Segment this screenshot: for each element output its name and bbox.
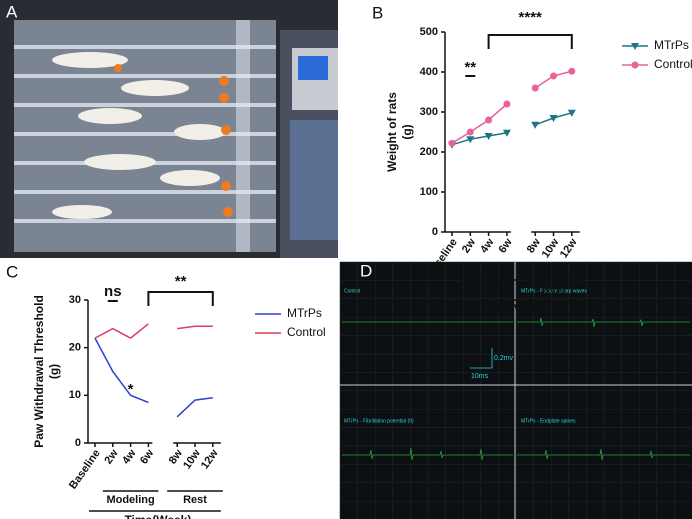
x-tick-label: 12w xyxy=(199,447,221,471)
series-line xyxy=(177,325,213,330)
x-axis-label: Time(Week) xyxy=(482,302,549,316)
group-label: Rest xyxy=(542,283,566,295)
legend-label: Control xyxy=(654,57,692,71)
panel-label: A xyxy=(6,2,18,21)
x-tick-label: 12w xyxy=(558,236,580,260)
series-line xyxy=(451,103,508,144)
legend-label: Control xyxy=(287,325,326,339)
legend-label: MTrPs xyxy=(654,38,689,52)
marker xyxy=(503,100,511,108)
legend-marker xyxy=(631,43,639,50)
y-tick-label: 400 xyxy=(420,66,438,78)
panel-label: D xyxy=(360,261,372,280)
x-tick-label: 6w xyxy=(496,236,515,255)
y-tick-label: 500 xyxy=(420,26,438,38)
trace-label: MTrPs - Endplate spines xyxy=(521,418,576,424)
x-tick-label: 2w xyxy=(460,236,479,255)
x-tick-label: 4w xyxy=(120,447,139,466)
marker xyxy=(485,116,493,124)
y-tick-label: 300 xyxy=(420,106,438,118)
y-tick-label: 0 xyxy=(432,226,438,238)
marker xyxy=(466,136,475,144)
marker xyxy=(448,139,456,147)
emg-screen xyxy=(339,261,692,519)
group-label: Modeling xyxy=(464,283,512,295)
sig-bracket xyxy=(147,291,214,306)
y-axis-label: (g) xyxy=(400,124,414,139)
x-tick-label: 2w xyxy=(102,447,121,466)
legend-label: MTrPs xyxy=(287,306,322,320)
trace-label: MTrPs - Fibrillation potential (II) xyxy=(344,418,414,424)
sig-label: ** xyxy=(464,59,476,76)
y-tick-label: 10 xyxy=(69,389,81,401)
series-line xyxy=(176,396,213,418)
y-tick-label: 100 xyxy=(420,186,438,198)
marker xyxy=(531,121,540,129)
y-axis-label: (g) xyxy=(47,364,61,379)
group-label: Modeling xyxy=(106,494,154,506)
marker xyxy=(549,115,558,122)
panel-label: C xyxy=(6,262,18,281)
series-line xyxy=(94,337,149,404)
marker xyxy=(550,72,557,80)
trace-label: Control xyxy=(344,288,360,294)
x-tick-label: 10w xyxy=(540,236,562,260)
x-tick-label: Baseline xyxy=(67,448,103,492)
marker xyxy=(531,84,539,92)
group-label: Rest xyxy=(183,494,207,506)
sig-label: * xyxy=(128,381,134,398)
x-tick-label: 4w xyxy=(478,236,497,255)
marker xyxy=(502,129,511,137)
y-tick-label: 20 xyxy=(69,342,81,354)
x-tick-label: 10w xyxy=(181,447,203,471)
y-tick-label: 30 xyxy=(69,294,81,306)
sig-label: ns xyxy=(104,283,122,300)
legend-marker xyxy=(631,61,639,69)
photo: A xyxy=(0,0,338,258)
sig-label: **** xyxy=(519,9,543,26)
series-line xyxy=(451,132,508,146)
scale-label: 10ms xyxy=(471,373,489,380)
x-tick-label: 6w xyxy=(138,447,157,466)
sig-bracket xyxy=(487,34,573,49)
y-axis-label: Weight of rats xyxy=(385,92,399,172)
marker xyxy=(567,109,576,117)
y-tick-label: 0 xyxy=(75,437,81,449)
trace-label: MTrPs - Positive sharp waves xyxy=(521,288,587,294)
sig-label: ** xyxy=(175,273,187,290)
y-axis-label: Paw Withdrawal Threshold xyxy=(32,295,46,448)
marker xyxy=(484,133,493,140)
series-line xyxy=(94,323,149,340)
x-axis-label: Time(Week) xyxy=(124,513,191,519)
scale-label: 0.2mv xyxy=(494,355,514,362)
marker xyxy=(466,128,474,136)
panel-label: B xyxy=(372,3,383,22)
y-tick-label: 200 xyxy=(420,146,438,158)
marker xyxy=(568,67,576,75)
